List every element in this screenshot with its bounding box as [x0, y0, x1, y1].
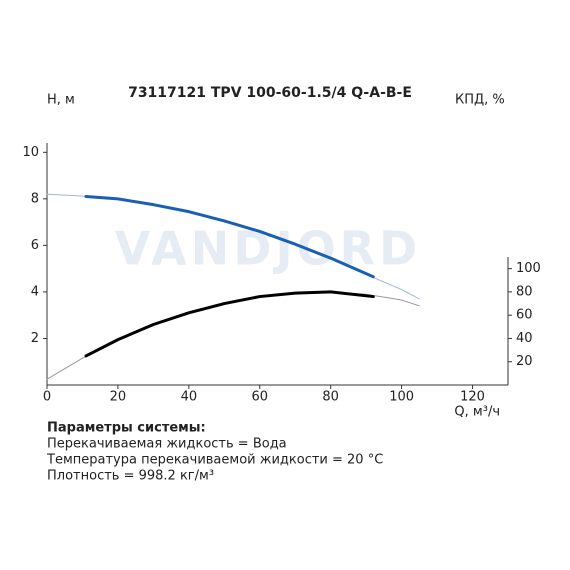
curve	[46, 291, 420, 380]
y-tick-label: 2	[31, 331, 39, 346]
x-tick-label: 20	[110, 390, 127, 405]
y2-tick-label: 80	[516, 284, 533, 299]
y-axis-label: H, м	[47, 93, 75, 108]
param-line: Перекачиваемая жидкость = Вода	[47, 437, 287, 452]
y2-tick-label: 100	[516, 261, 541, 276]
curve	[84, 290, 375, 358]
y2-tick-label: 20	[516, 354, 533, 369]
y-tick-label: 8	[31, 191, 39, 206]
x-tick-label: 100	[389, 390, 414, 405]
y2-axis-label: КПД, %	[455, 93, 505, 108]
y2-tick-label: 60	[516, 308, 533, 323]
y-tick-label: 4	[31, 284, 39, 299]
param-line: Температура перекачиваемой жидкости = 20…	[46, 453, 383, 468]
x-tick-label: 120	[460, 390, 485, 405]
y-tick-label: 10	[22, 145, 39, 160]
x-tick-label: 40	[181, 390, 198, 405]
params-heading: Параметры системы:	[47, 421, 206, 436]
param-line: Плотность = 998.2 кг/м³	[47, 469, 214, 484]
x-tick-label: 0	[43, 390, 51, 405]
x-axis-label: Q, м³/ч	[454, 405, 500, 420]
x-tick-label: 60	[251, 390, 268, 405]
curve	[84, 195, 375, 279]
y2-tick-label: 40	[516, 331, 533, 346]
watermark: VANDJORD	[115, 222, 422, 276]
x-tick-label: 80	[322, 390, 339, 405]
chart-title: 73117121 TPV 100-60-1.5/4 Q-A-B-E	[128, 85, 412, 101]
y-tick-label: 6	[31, 238, 39, 253]
